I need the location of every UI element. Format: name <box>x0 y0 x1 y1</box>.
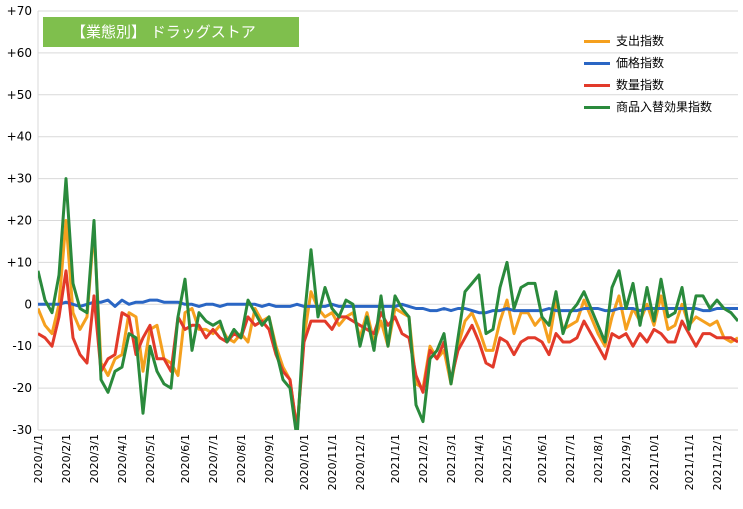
legend-label-price: 価格指数 <box>616 56 665 70</box>
x-tick-label: 2020/4/1 <box>116 434 129 483</box>
x-tick-label: 2020/11/1 <box>326 434 339 490</box>
x-tick-label: 2020/8/1 <box>235 434 248 483</box>
y-axis-tick-labels: -30 -20 -10 0 +10 +20 +30 +40 +50 +60 +70 <box>7 4 32 437</box>
x-tick-label: 2021/10/1 <box>648 434 661 490</box>
legend-swatch-product-swap <box>584 106 610 109</box>
x-tick-label: 2020/12/1 <box>354 434 367 490</box>
y-tick-label: +40 <box>7 130 32 144</box>
x-tick-label: 2021/8/1 <box>592 434 605 483</box>
y-tick-label: -10 <box>12 339 32 353</box>
x-tick-label: 2021/1/1 <box>389 434 402 483</box>
x-tick-label: 2021/6/1 <box>536 434 549 483</box>
x-tick-label: 2020/3/1 <box>88 434 101 483</box>
x-tick-label: 2020/2/1 <box>60 434 73 483</box>
x-tick-label: 2021/12/1 <box>711 434 724 490</box>
legend-label-spending: 支出指数 <box>616 34 665 48</box>
legend-swatch-quantity <box>584 84 610 87</box>
x-tick-label: 2021/9/1 <box>620 434 633 483</box>
legend-label-quantity: 数量指数 <box>616 78 665 92</box>
x-tick-label: 2021/4/1 <box>473 434 486 483</box>
y-tick-label: +50 <box>7 88 32 102</box>
legend-swatch-spending <box>584 40 610 43</box>
x-tick-label: 2021/5/1 <box>501 434 514 483</box>
series-line-price <box>38 298 738 315</box>
x-tick-label: 2020/5/1 <box>144 434 157 483</box>
x-tick-label: 2021/3/1 <box>445 434 458 483</box>
series-line-quantity <box>38 269 738 430</box>
x-tick-label: 2021/2/1 <box>417 434 430 483</box>
y-tick-label: +30 <box>7 172 32 186</box>
x-tick-label: 2020/10/1 <box>298 434 311 490</box>
series-lines <box>38 177 738 430</box>
x-tick-label: 2021/11/1 <box>683 434 696 490</box>
y-tick-label: 0 <box>24 297 32 311</box>
y-tick-label: +20 <box>7 214 32 228</box>
y-tick-label: -30 <box>12 423 32 437</box>
x-tick-label: 2020/7/1 <box>207 434 220 483</box>
y-tick-label: +70 <box>7 4 32 18</box>
y-tick-label: +60 <box>7 46 32 60</box>
legend-swatch-price <box>584 62 610 65</box>
x-axis-tick-labels: 2020/1/1 2020/2/1 2020/3/1 2020/4/1 2020/5/1… <box>32 434 724 490</box>
y-tick-label: +10 <box>7 255 32 269</box>
chart-title: 【業態別】 ドラッグストア <box>43 17 299 47</box>
x-tick-label: 2021/7/1 <box>564 434 577 483</box>
x-tick-label: 2020/9/1 <box>263 434 276 483</box>
y-tick-label: -20 <box>12 381 32 395</box>
x-tick-label: 2020/1/1 <box>32 434 45 483</box>
series-line-product-swap <box>38 177 738 430</box>
x-tick-label: 2020/6/1 <box>179 434 192 483</box>
legend-label-product-swap: 商品入替効果指数 <box>616 100 713 114</box>
